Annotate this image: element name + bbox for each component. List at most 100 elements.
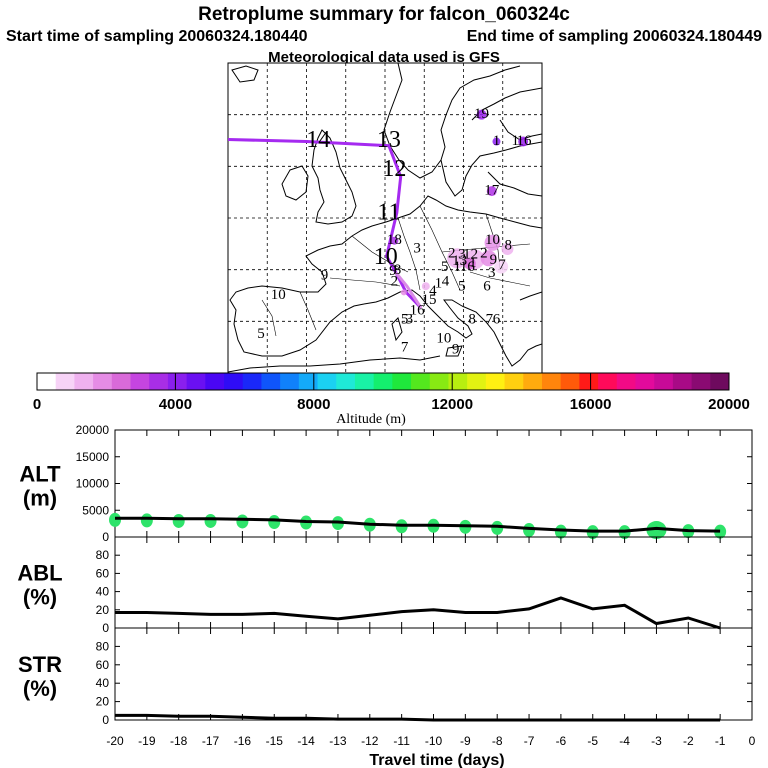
day-label: 13 <box>452 253 467 269</box>
day-label: 4 <box>442 274 450 290</box>
day-label: 5 <box>458 279 466 295</box>
colorbar-cell <box>691 373 711 390</box>
y-tick-label: 15000 <box>76 450 110 464</box>
y-tick-label: 60 <box>96 566 110 580</box>
colorbar-cell <box>354 373 375 390</box>
colorbar-cell <box>448 373 468 390</box>
x-tick-label: -12 <box>361 734 379 748</box>
day-label: 1 <box>512 133 520 149</box>
day-label: 18 <box>387 232 402 248</box>
y-tick-label: 60 <box>96 658 110 672</box>
x-tick-label: -20 <box>106 734 124 748</box>
figure-title: Retroplume summary for falcon_060324c <box>198 4 570 25</box>
colorbar-cell <box>336 373 356 390</box>
day-label: 4 <box>429 283 437 299</box>
day-label: 5 <box>441 259 449 275</box>
plume-marker <box>476 109 487 120</box>
map-coastlines <box>228 63 542 373</box>
y-tick-label: 40 <box>96 676 110 690</box>
colorbar-cell <box>635 373 655 390</box>
colorbar-cell <box>504 373 524 390</box>
series-line <box>115 596 721 630</box>
day-label: 15 <box>421 292 436 308</box>
day-label: 1 <box>469 255 477 271</box>
colorbar-cell <box>541 373 562 390</box>
trajectory-line <box>228 138 423 309</box>
plume-marker <box>400 289 407 296</box>
day-label: 6 <box>483 279 491 295</box>
colorbar-cell <box>467 373 487 390</box>
trajectory-path <box>228 138 423 309</box>
x-tick-label: -11 <box>393 734 410 748</box>
x-axis: -20 -19 -18 -17 -16 -15 -14 -13 -12 -11 -10 -9 -8 -7-… <box>106 734 755 748</box>
x-tick-label: -5 <box>587 734 598 748</box>
x-tick-label: -4 <box>619 734 630 748</box>
day-label: 16 <box>460 259 476 275</box>
colorbar-cell <box>242 373 262 390</box>
panel-unit: (%) <box>23 676 57 701</box>
colorbar-cell <box>616 373 636 390</box>
alt-marker <box>204 513 217 528</box>
day-label: 1 <box>493 133 501 149</box>
alt-median-line <box>115 516 721 533</box>
day-label: 13 <box>377 127 401 153</box>
day-label: 19 <box>474 106 489 122</box>
x-tick-label: -16 <box>234 734 252 748</box>
colorbar-cell <box>579 373 599 390</box>
x-tick-label: -2 <box>683 734 694 748</box>
day-label: 5 <box>257 326 265 342</box>
plume-marker <box>492 137 501 146</box>
x-tick-label: -17 <box>202 734 220 748</box>
colorbar-cell <box>429 373 449 390</box>
alt-marker <box>714 524 727 539</box>
colorbar-cell <box>710 373 730 390</box>
x-tick-label: -3 <box>651 734 662 748</box>
colorbar-cell <box>224 373 244 390</box>
x-tick-label: -6 <box>556 734 567 748</box>
panel-label: ABL <box>17 561 62 586</box>
day-label: 10 <box>436 330 451 346</box>
day-label: 8 <box>468 312 476 328</box>
colorbar-tick-label: 0 <box>33 396 41 413</box>
colorbar-cell <box>37 373 57 390</box>
alt-marker <box>236 514 249 529</box>
y-tick-label: 80 <box>96 548 110 562</box>
alt-marker <box>172 513 185 528</box>
alt-marker <box>554 524 567 539</box>
day-label: 9 <box>452 342 460 358</box>
day-label: 2 <box>391 274 399 290</box>
day-label: 16 <box>516 133 532 149</box>
day-label: 3 <box>458 247 466 263</box>
alt-marker <box>646 521 667 540</box>
plume-marker <box>494 259 509 274</box>
colorbar-tick-label: 20000 <box>708 396 750 413</box>
day-label: 7 <box>401 340 409 356</box>
plume-marker <box>463 257 476 270</box>
x-tick-label: -8 <box>492 734 503 748</box>
map-gridlines <box>228 63 542 373</box>
day-label: 10 <box>485 232 500 248</box>
colorbar-cell <box>485 373 506 390</box>
day-label: 2 <box>448 246 456 262</box>
day-label: 6 <box>493 312 501 328</box>
panel-label: ALT <box>19 462 61 487</box>
day-label: 8 <box>394 262 402 278</box>
colorbar-cell <box>298 373 319 390</box>
plume-marker <box>486 186 497 197</box>
x-tick-label: -15 <box>266 734 284 748</box>
x-tick-label: -7 <box>524 734 535 748</box>
y-tick-label: 20 <box>96 603 110 617</box>
day-label: 10 <box>271 287 286 303</box>
day-label: 12 <box>463 247 478 263</box>
day-label: 9 <box>490 252 498 268</box>
colorbar-cell <box>373 373 393 390</box>
x-tick-label: -13 <box>329 734 347 748</box>
day-label: 3 <box>488 265 496 281</box>
x-tick-label: -18 <box>170 734 188 748</box>
y-tick-label: 20000 <box>76 423 110 437</box>
trajectory-line-light <box>394 271 423 309</box>
panel-label: STR <box>18 652 62 677</box>
